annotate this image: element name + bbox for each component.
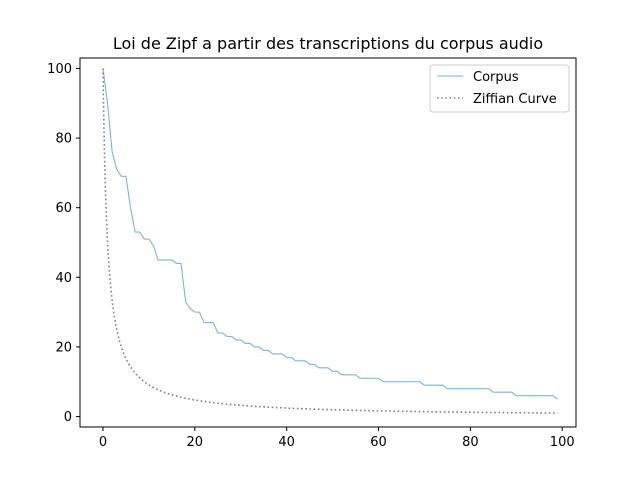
series-line-ziffian-curve — [102, 68, 558, 414]
y-tick-label: 0 — [64, 410, 72, 425]
legend-box — [429, 64, 570, 113]
x-tick-label: 40 — [278, 435, 295, 450]
x-tick-label: 0 — [99, 435, 107, 450]
y-tick-label: 20 — [55, 340, 72, 355]
y-tick-label: 40 — [55, 271, 72, 286]
x-tick-label: 80 — [462, 435, 479, 450]
x-tick-label: 20 — [187, 435, 204, 450]
plot-frame — [79, 57, 577, 428]
chart-title: Loi de Zipf a partir des transcriptions … — [113, 34, 543, 53]
series-line-corpus — [102, 68, 558, 400]
x-tick-label: 100 — [550, 435, 575, 450]
y-tick-label: 80 — [55, 132, 72, 147]
legend-label-corpus: Corpus — [473, 70, 519, 85]
x-tick-label: 60 — [370, 435, 387, 450]
legend-label-ziffian-curve: Ziffian Curve — [473, 92, 557, 107]
legend: Corpus Ziffian Curve — [429, 64, 570, 113]
y-tick-label: 100 — [47, 62, 72, 77]
y-tick-label: 60 — [55, 201, 72, 216]
